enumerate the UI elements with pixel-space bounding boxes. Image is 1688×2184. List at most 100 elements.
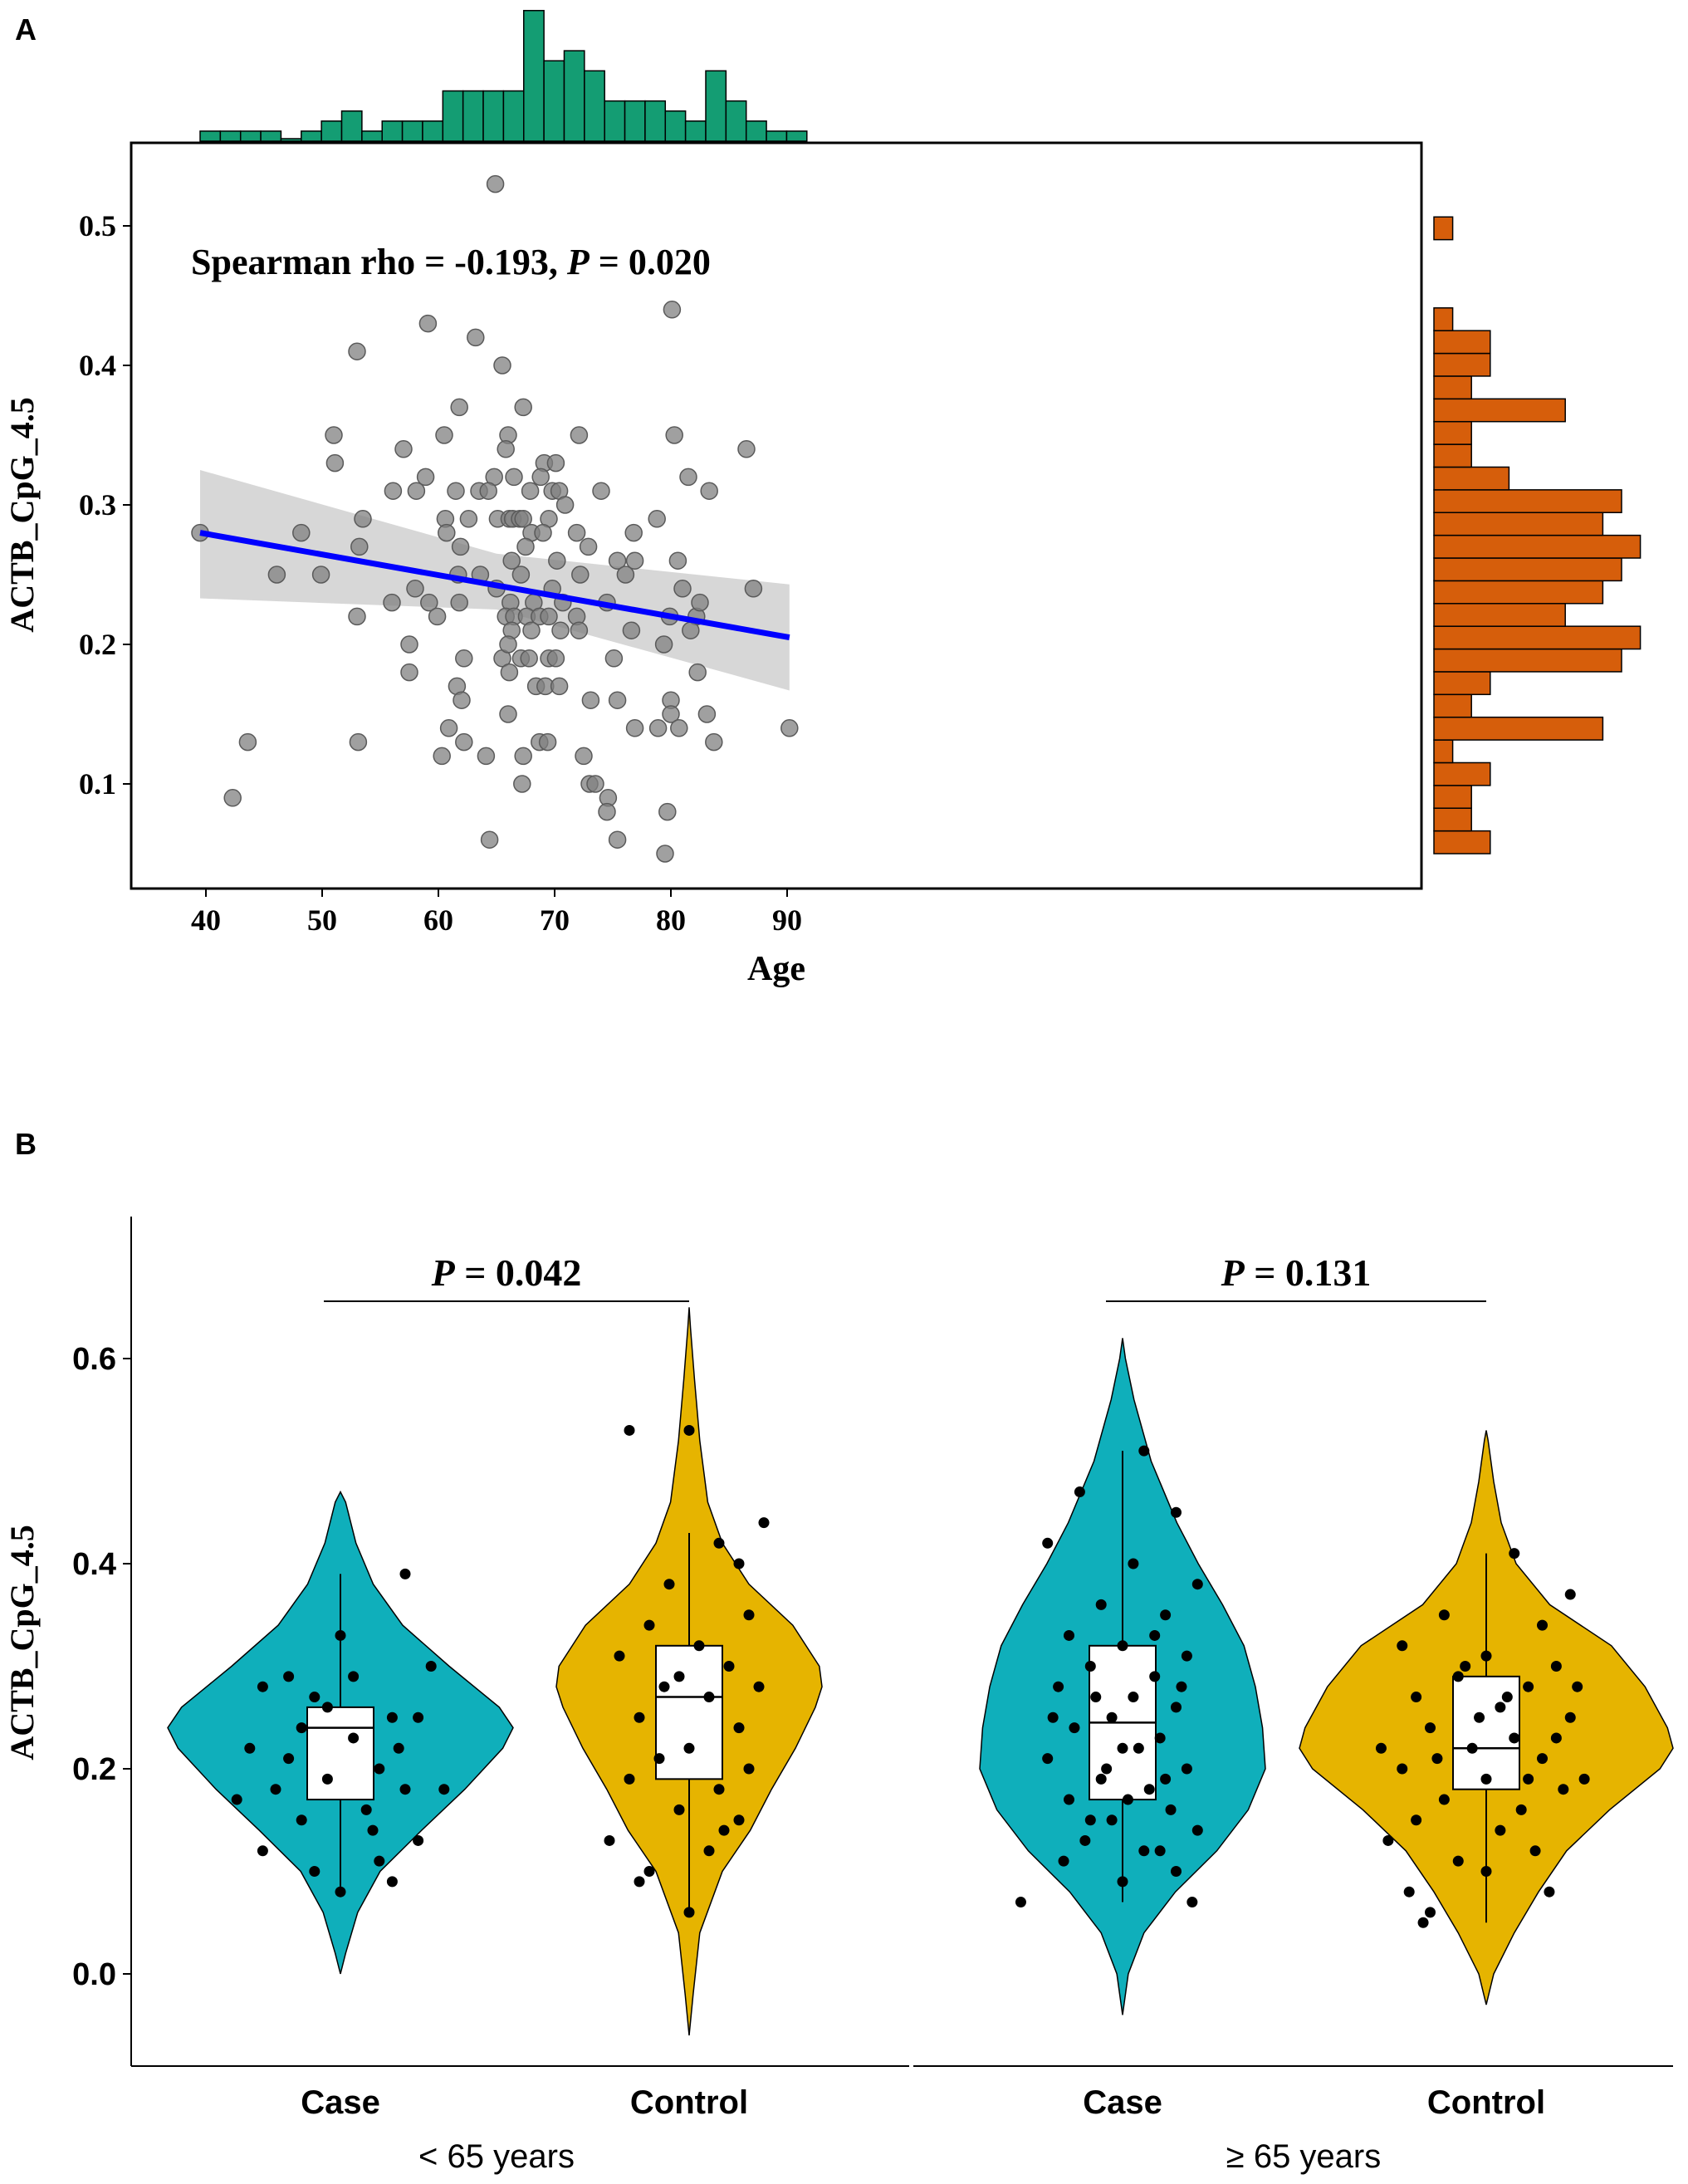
jitter-point xyxy=(309,1692,320,1703)
data-point xyxy=(311,566,330,584)
jitter-point xyxy=(399,1784,411,1795)
data-point xyxy=(400,663,418,682)
right-hist-bar xyxy=(1433,648,1622,673)
data-point xyxy=(516,537,535,556)
jitter-point xyxy=(1397,1640,1408,1652)
jitter-point xyxy=(1523,1681,1534,1692)
data-point xyxy=(546,453,565,473)
spearman-annotation: Spearman rho = -0.193, P = 0.020 xyxy=(191,242,711,282)
data-point xyxy=(453,691,471,709)
jitter-point xyxy=(1397,1763,1408,1775)
data-point xyxy=(679,468,697,487)
annotation-prefix: Spearman rho = -0.193, xyxy=(191,242,567,282)
top-hist-bar xyxy=(584,70,605,142)
data-point xyxy=(497,440,515,458)
top-hist-bar xyxy=(260,130,282,142)
data-point xyxy=(500,663,519,682)
top-hist-bar xyxy=(624,100,646,142)
data-point xyxy=(663,301,682,319)
data-point xyxy=(648,719,668,737)
jitter-point xyxy=(1106,1711,1118,1723)
jitter-point xyxy=(1529,1845,1541,1857)
jitter-point xyxy=(1064,1794,1074,1805)
top-hist-bar xyxy=(684,120,707,142)
violin-group: P = 0.131 xyxy=(979,1251,1674,2015)
data-point xyxy=(579,537,598,556)
data-point xyxy=(520,649,538,668)
data-point xyxy=(531,468,550,487)
data-point xyxy=(744,580,763,598)
data-point xyxy=(555,496,575,514)
jitter-point xyxy=(399,1568,411,1579)
jitter-point xyxy=(1074,1486,1085,1498)
jitter-point xyxy=(367,1824,379,1836)
x-category-label: Control xyxy=(1427,2084,1545,2121)
jitter-point xyxy=(386,1711,398,1723)
top-hist-bar xyxy=(301,130,322,142)
jitter-point xyxy=(1106,1814,1118,1826)
jitter-point xyxy=(1480,1866,1492,1877)
jitter-point xyxy=(634,1876,645,1888)
data-point xyxy=(608,691,627,709)
jitter-point xyxy=(703,1692,715,1703)
data-point xyxy=(451,537,470,556)
data-point xyxy=(598,802,616,821)
data-point xyxy=(570,426,589,444)
panel-b-label: B xyxy=(15,1127,37,1161)
jitter-point xyxy=(1165,1804,1177,1815)
data-point xyxy=(688,663,707,682)
data-point xyxy=(450,593,468,612)
annotation-suffix: = 0.020 xyxy=(590,242,711,282)
right-hist-bar xyxy=(1433,830,1491,855)
right-hist-bar xyxy=(1433,489,1622,513)
jitter-point xyxy=(360,1804,372,1815)
y-axis-ticks: 0.0 0.2 0.4 0.6 xyxy=(72,1342,131,1992)
box-iqr xyxy=(655,1644,723,1780)
jitter-point xyxy=(1149,1629,1161,1641)
jitter-point xyxy=(270,1784,281,1795)
data-point xyxy=(546,649,565,668)
y-tick-label: 0.1 xyxy=(79,767,116,801)
data-point xyxy=(416,468,435,487)
top-hist-bar xyxy=(361,130,383,142)
x-axis-label: Age xyxy=(747,950,805,988)
data-point xyxy=(548,551,566,570)
data-point xyxy=(502,551,521,570)
data-point xyxy=(521,482,540,500)
data-point xyxy=(439,719,458,737)
jitter-point xyxy=(673,1804,685,1815)
jitter-point xyxy=(257,1845,268,1857)
x-axis-ticks: 40 50 60 70 80 90 xyxy=(191,889,802,937)
data-point xyxy=(522,621,541,639)
top-hist-bar xyxy=(340,110,363,142)
jitter-point xyxy=(1515,1804,1527,1815)
jitter-point xyxy=(1138,1845,1150,1857)
jitter-point xyxy=(386,1876,398,1888)
data-point xyxy=(400,635,418,654)
y-axis-label: ACTB_CpG_4.5 xyxy=(3,397,41,632)
data-point xyxy=(505,468,523,487)
jitter-point xyxy=(1171,1866,1182,1877)
jitter-point xyxy=(1053,1681,1064,1692)
panel-b-violins: 0.00.20.40.6 P = 0.042 P = 0.131 Case Cont… xyxy=(3,1217,1674,2175)
data-point xyxy=(435,426,453,444)
jitter-point xyxy=(1474,1711,1485,1723)
data-point xyxy=(658,802,677,821)
top-hist-bar xyxy=(320,120,343,142)
jitter-point xyxy=(283,1753,295,1765)
right-hist-bar xyxy=(1433,216,1454,241)
jitter-point xyxy=(1058,1855,1069,1867)
jitter-point xyxy=(683,1742,695,1754)
jitter-point xyxy=(1064,1629,1074,1641)
regression-line xyxy=(199,530,790,641)
right-hist-bar xyxy=(1433,307,1454,331)
data-point xyxy=(238,732,257,752)
data-point xyxy=(656,845,674,863)
jitter-point xyxy=(335,1886,346,1898)
jitter-point xyxy=(1537,1753,1548,1765)
jitter-point xyxy=(1122,1794,1133,1805)
jitter-point xyxy=(1411,1692,1422,1703)
data-point xyxy=(534,523,552,542)
data-point xyxy=(420,593,438,612)
data-point xyxy=(384,482,403,500)
